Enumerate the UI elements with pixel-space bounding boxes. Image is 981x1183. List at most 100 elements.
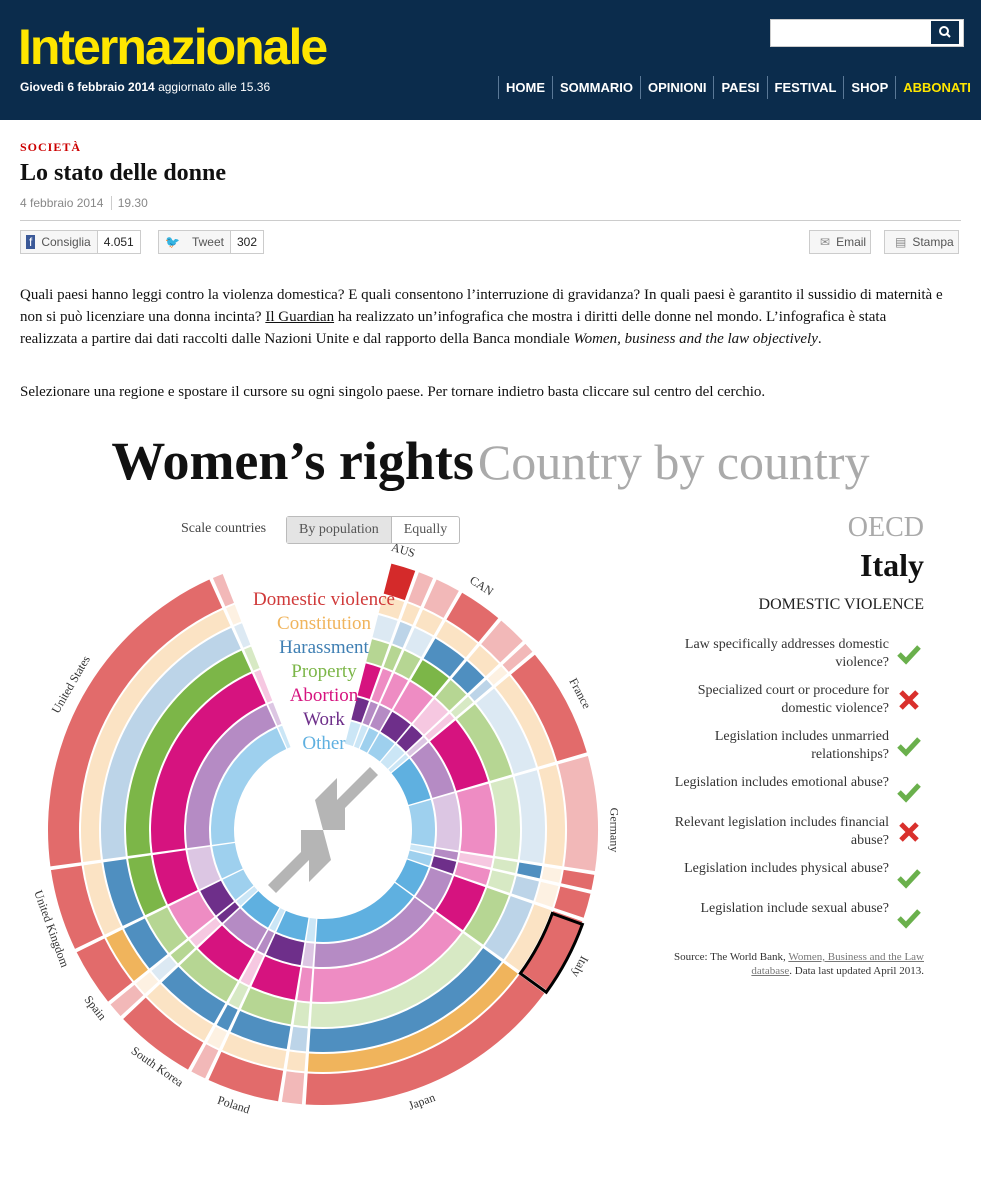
ring-segment[interactable] [216, 1004, 238, 1031]
ring-segment[interactable] [380, 673, 408, 710]
ring-segment[interactable] [286, 1051, 306, 1072]
ring-segment[interactable] [505, 904, 552, 971]
like-button[interactable]: f Consiglia 4.051 [20, 230, 141, 254]
ring-segment[interactable] [314, 897, 434, 968]
ring-segment[interactable] [401, 603, 420, 625]
ring-segment[interactable] [490, 777, 520, 860]
ring-segment[interactable] [368, 733, 395, 762]
ring-segment[interactable] [411, 660, 449, 696]
ring-segment[interactable] [413, 699, 448, 735]
ring-segment[interactable] [451, 696, 474, 718]
ring-segment[interactable] [481, 620, 523, 663]
nav-item[interactable]: HOME [498, 76, 552, 99]
country-label[interactable]: CAN [467, 573, 496, 599]
ring-segment[interactable] [312, 912, 462, 1002]
ring-segment[interactable] [366, 639, 390, 667]
ring-segment[interactable] [212, 843, 243, 879]
source-link[interactable]: Women, Business and the Law database [751, 951, 924, 977]
nav-item[interactable]: SHOP [843, 76, 895, 99]
ring-segment[interactable] [432, 793, 461, 851]
ring-segment[interactable] [293, 1002, 310, 1027]
ring-segment[interactable] [434, 848, 459, 860]
ring-segment[interactable] [123, 997, 204, 1070]
ring-segment[interactable] [48, 579, 223, 867]
ring-segment[interactable] [396, 725, 423, 752]
ring-segment[interactable] [228, 982, 249, 1008]
ring-segment[interactable] [454, 862, 491, 885]
ring-segment[interactable] [407, 850, 432, 866]
ring-segment[interactable] [370, 705, 391, 731]
ring-segment[interactable] [151, 956, 177, 981]
ring-segment[interactable] [495, 675, 556, 767]
ring-segment[interactable] [511, 654, 587, 762]
tweet-button[interactable]: 🐦 Tweet 302 [158, 230, 264, 254]
ring-segment[interactable] [168, 891, 215, 938]
ring-segment[interactable] [541, 866, 562, 883]
ring-segment[interactable] [186, 705, 276, 849]
ring-segment[interactable] [230, 1010, 291, 1050]
ring-segment[interactable] [198, 925, 255, 980]
ring-segment[interactable] [103, 859, 144, 926]
ring-segment[interactable] [423, 579, 459, 618]
ring-segment[interactable] [161, 966, 226, 1024]
ring-segment[interactable] [191, 1044, 219, 1079]
ring-segment[interactable] [76, 938, 133, 1002]
ring-segment[interactable] [383, 645, 402, 671]
ring-segment[interactable] [380, 744, 405, 769]
ring-segment[interactable] [357, 663, 381, 700]
country-label[interactable]: AUS [390, 540, 417, 560]
ring-segment[interactable] [170, 940, 195, 964]
ring-segment[interactable] [436, 876, 486, 931]
ring-segment[interactable] [431, 856, 457, 874]
ring-segment[interactable] [179, 949, 238, 1002]
ring-segment[interactable] [415, 609, 443, 636]
nav-item[interactable]: SOMMARIO [552, 76, 640, 99]
ring-segment[interactable] [395, 859, 429, 896]
ring-segment[interactable] [456, 783, 496, 856]
ring-segment[interactable] [187, 846, 221, 890]
ring-segment[interactable] [464, 887, 509, 945]
ring-segment[interactable] [446, 592, 499, 642]
ring-segment[interactable] [521, 911, 583, 991]
ring-segment[interactable] [408, 799, 435, 847]
ring-segment[interactable] [406, 737, 428, 757]
ring-segment[interactable] [306, 917, 317, 942]
ring-segment[interactable] [436, 621, 478, 658]
ring-segment[interactable] [80, 609, 231, 863]
ring-segment[interactable] [469, 679, 493, 702]
ring-segment[interactable] [538, 764, 565, 867]
ring-segment[interactable] [223, 908, 268, 950]
ring-segment[interactable] [354, 725, 368, 749]
ring-segment[interactable] [152, 850, 198, 905]
ring-segment[interactable] [415, 867, 453, 910]
country-label[interactable]: Italy [569, 954, 592, 980]
ring-segment[interactable] [451, 660, 485, 694]
ring-segment[interactable] [257, 930, 275, 954]
ring-segment[interactable] [268, 702, 282, 726]
country-label[interactable]: France [566, 676, 594, 711]
ring-segment[interactable] [208, 1051, 284, 1102]
ring-segment[interactable] [476, 688, 536, 774]
ring-segment[interactable] [278, 725, 291, 749]
center-arrows[interactable] [268, 767, 378, 893]
toggle-option[interactable]: By population [287, 517, 392, 543]
ring-segment[interactable] [393, 681, 433, 723]
toggle-option[interactable]: Equally [403, 522, 448, 537]
ring-segment[interactable] [128, 855, 167, 916]
ring-segment[interactable] [146, 907, 188, 953]
ring-segment[interactable] [410, 742, 455, 798]
ring-segment[interactable] [391, 758, 431, 805]
ring-segment[interactable] [371, 668, 392, 703]
ring-segment[interactable] [468, 645, 499, 677]
ring-segment[interactable] [302, 942, 315, 967]
ring-segment[interactable] [502, 643, 533, 672]
ring-segment[interactable] [217, 902, 240, 923]
ring-segment[interactable] [207, 1026, 227, 1049]
ring-segment[interactable] [251, 956, 301, 1000]
ring-segment[interactable] [517, 862, 543, 879]
ring-segment[interactable] [310, 933, 482, 1027]
ring-segment[interactable] [487, 870, 515, 893]
ring-segment[interactable] [362, 701, 378, 726]
ring-segment[interactable] [110, 984, 144, 1017]
section[interactable]: SOCIETÀ [20, 140, 82, 154]
